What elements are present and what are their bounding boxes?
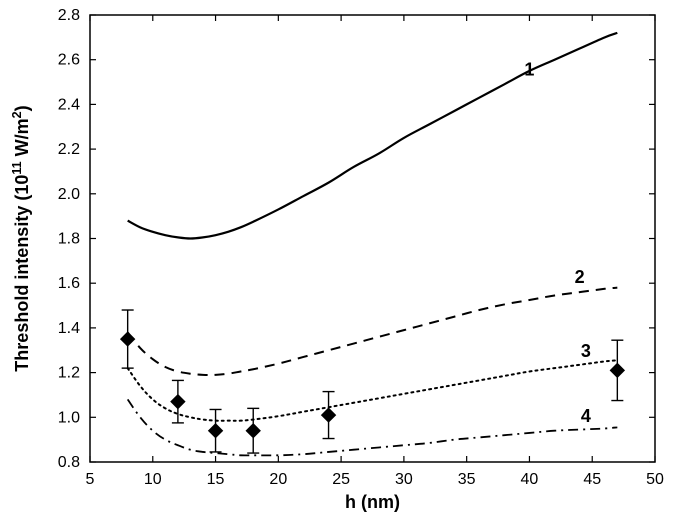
plot-area bbox=[90, 15, 655, 462]
y-tick-label: 1.6 bbox=[58, 275, 80, 292]
y-tick-label: 2.4 bbox=[58, 96, 80, 113]
x-tick-label: 45 bbox=[583, 471, 601, 488]
y-tick-label: 1.2 bbox=[58, 365, 80, 382]
x-tick-label: 40 bbox=[521, 471, 539, 488]
series-label-curve2: 2 bbox=[575, 267, 585, 287]
series-curve4 bbox=[128, 399, 618, 455]
series-label-curve1: 1 bbox=[524, 59, 534, 79]
x-axis-label: h (nm) bbox=[345, 492, 400, 512]
x-tick-label: 5 bbox=[86, 471, 95, 488]
y-axis-label: Threshold intensity (1011 W/m2) bbox=[10, 105, 32, 371]
y-tick-label: 2.8 bbox=[58, 7, 80, 24]
series-curve1 bbox=[128, 33, 618, 239]
x-tick-label: 50 bbox=[646, 471, 664, 488]
scatter-marker bbox=[322, 408, 336, 422]
y-tick-label: 2.0 bbox=[58, 186, 80, 203]
threshold-intensity-chart: 5 10 15 20 25 30 35 40 45 50 0.8 1.0 1.2 1.4 1.6 1.8 2.0… bbox=[0, 0, 675, 522]
series-curve2 bbox=[128, 288, 618, 375]
y-tick-label: 0.8 bbox=[58, 454, 80, 471]
scatter-marker bbox=[246, 424, 260, 438]
series-label-curve4: 4 bbox=[581, 406, 591, 426]
x-tick-label: 25 bbox=[332, 471, 350, 488]
x-tick-label: 30 bbox=[395, 471, 413, 488]
series-label-curve3: 3 bbox=[581, 341, 591, 361]
x-tick-label: 15 bbox=[207, 471, 225, 488]
x-tick-label: 35 bbox=[458, 471, 476, 488]
series-curve3 bbox=[128, 360, 618, 420]
y-tick-label: 2.6 bbox=[58, 52, 80, 69]
chart-svg: 5 10 15 20 25 30 35 40 45 50 0.8 1.0 1.2 1.4 1.6 1.8 2.0… bbox=[0, 0, 675, 522]
scatter-marker bbox=[610, 363, 624, 377]
y-tick-label: 2.2 bbox=[58, 141, 80, 158]
x-tick-label: 20 bbox=[269, 471, 287, 488]
scatter-marker bbox=[171, 395, 185, 409]
y-tick-label: 1.4 bbox=[58, 320, 80, 337]
scatter-marker bbox=[121, 332, 135, 346]
scatter-marker bbox=[209, 424, 223, 438]
y-tick-label: 1.8 bbox=[58, 231, 80, 248]
y-tick-label: 1.0 bbox=[58, 409, 80, 426]
x-tick-label: 10 bbox=[144, 471, 162, 488]
